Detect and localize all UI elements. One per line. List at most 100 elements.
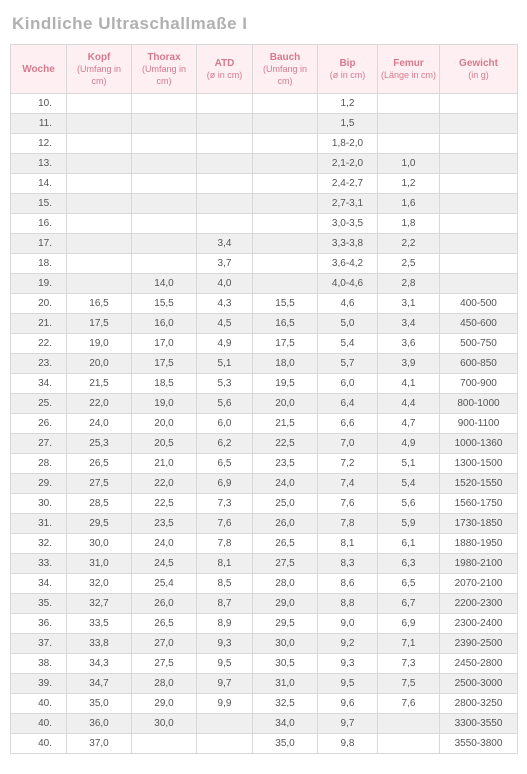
cell-atd: 5,1: [197, 354, 253, 374]
cell-thorax: 20,0: [132, 414, 197, 434]
cell-atd: 9,9: [197, 694, 253, 714]
cell-atd: [197, 114, 253, 134]
cell-woche: 30.: [11, 494, 67, 514]
cell-femur: 7,1: [378, 634, 440, 654]
cell-woche: 40.: [11, 714, 67, 734]
cell-atd: [197, 734, 253, 754]
cell-atd: 4,0: [197, 274, 253, 294]
cell-femur: 4,9: [378, 434, 440, 454]
cell-gewicht: [440, 134, 518, 154]
table-row: 18.3,73,6-4,22,5: [11, 254, 518, 274]
cell-bip: 8,6: [318, 574, 378, 594]
cell-bip: 8,8: [318, 594, 378, 614]
cell-woche: 10.: [11, 94, 67, 114]
cell-thorax: 26,5: [132, 614, 197, 634]
cell-thorax: [132, 114, 197, 134]
cell-thorax: [132, 234, 197, 254]
cell-bip: 1,2: [318, 94, 378, 114]
table-row: 11.1,5: [11, 114, 518, 134]
cell-kopf: [67, 114, 132, 134]
cell-woche: 37.: [11, 634, 67, 654]
cell-atd: [197, 194, 253, 214]
cell-atd: 8,1: [197, 554, 253, 574]
page-title: Kindliche Ultraschallmaße I: [12, 14, 517, 34]
cell-woche: 40.: [11, 694, 67, 714]
cell-gewicht: 2300-2400: [440, 614, 518, 634]
cell-gewicht: 400-500: [440, 294, 518, 314]
cell-bauch: 34,0: [253, 714, 318, 734]
cell-atd: [197, 714, 253, 734]
cell-atd: 9,7: [197, 674, 253, 694]
cell-bip: 8,1: [318, 534, 378, 554]
table-row: 23.20,017,55,118,05,73,9600-850: [11, 354, 518, 374]
cell-bip: 9,0: [318, 614, 378, 634]
table-row: 35.32,726,08,729,08,86,72200-2300: [11, 594, 518, 614]
cell-woche: 23.: [11, 354, 67, 374]
cell-atd: 7,6: [197, 514, 253, 534]
col-sublabel: (ø in cm): [199, 70, 250, 82]
cell-bauch: [253, 94, 318, 114]
cell-woche: 40.: [11, 734, 67, 754]
col-label: Femur: [393, 58, 424, 69]
cell-femur: 3,4: [378, 314, 440, 334]
cell-woche: 19.: [11, 274, 67, 294]
cell-femur: 3,1: [378, 294, 440, 314]
cell-bip: 2,4-2,7: [318, 174, 378, 194]
cell-kopf: 16,5: [67, 294, 132, 314]
cell-kopf: 32,0: [67, 574, 132, 594]
cell-woche: 17.: [11, 234, 67, 254]
cell-woche: 25.: [11, 394, 67, 414]
cell-femur: 6,1: [378, 534, 440, 554]
cell-bip: 1,8-2,0: [318, 134, 378, 154]
cell-femur: 5,6: [378, 494, 440, 514]
cell-gewicht: 3300-3550: [440, 714, 518, 734]
cell-femur: 3,6: [378, 334, 440, 354]
cell-bip: 9,2: [318, 634, 378, 654]
table-row: 16.3,0-3,51,8: [11, 214, 518, 234]
cell-bauch: 29,0: [253, 594, 318, 614]
cell-thorax: 22,0: [132, 474, 197, 494]
cell-bauch: 26,0: [253, 514, 318, 534]
table-row: 13.2,1-2,01,0: [11, 154, 518, 174]
cell-kopf: 27,5: [67, 474, 132, 494]
col-femur: Femur(Länge in cm): [378, 45, 440, 94]
cell-thorax: 18,5: [132, 374, 197, 394]
cell-thorax: 26,0: [132, 594, 197, 614]
cell-woche: 32.: [11, 534, 67, 554]
cell-gewicht: 1730-1850: [440, 514, 518, 534]
cell-gewicht: 1300-1500: [440, 454, 518, 474]
cell-thorax: [132, 214, 197, 234]
cell-bauch: [253, 234, 318, 254]
cell-kopf: 21,5: [67, 374, 132, 394]
cell-gewicht: 500-750: [440, 334, 518, 354]
cell-gewicht: 700-900: [440, 374, 518, 394]
cell-femur: 4,1: [378, 374, 440, 394]
cell-bip: 1,5: [318, 114, 378, 134]
cell-atd: 8,9: [197, 614, 253, 634]
cell-thorax: 30,0: [132, 714, 197, 734]
cell-gewicht: 600-850: [440, 354, 518, 374]
cell-atd: [197, 94, 253, 114]
cell-bauch: 30,5: [253, 654, 318, 674]
cell-thorax: 25,4: [132, 574, 197, 594]
cell-femur: [378, 734, 440, 754]
cell-kopf: 33,5: [67, 614, 132, 634]
cell-kopf: 33,8: [67, 634, 132, 654]
cell-woche: 15.: [11, 194, 67, 214]
cell-woche: 13.: [11, 154, 67, 174]
ultrasound-table: WocheKopf(Umfang in cm)Thorax(Umfang in …: [10, 44, 518, 754]
cell-bip: 6,6: [318, 414, 378, 434]
col-label: Thorax: [147, 52, 180, 63]
table-row: 19.14,04,04,0-4,62,8: [11, 274, 518, 294]
cell-thorax: 20,5: [132, 434, 197, 454]
cell-gewicht: 2500-3000: [440, 674, 518, 694]
cell-femur: 1,6: [378, 194, 440, 214]
col-atd: ATD(ø in cm): [197, 45, 253, 94]
cell-kopf: 26,5: [67, 454, 132, 474]
cell-thorax: [132, 254, 197, 274]
table-row: 38.34,327,59,530,59,37,32450-2800: [11, 654, 518, 674]
cell-thorax: 24,0: [132, 534, 197, 554]
cell-gewicht: [440, 274, 518, 294]
cell-gewicht: 2390-2500: [440, 634, 518, 654]
cell-thorax: [132, 94, 197, 114]
